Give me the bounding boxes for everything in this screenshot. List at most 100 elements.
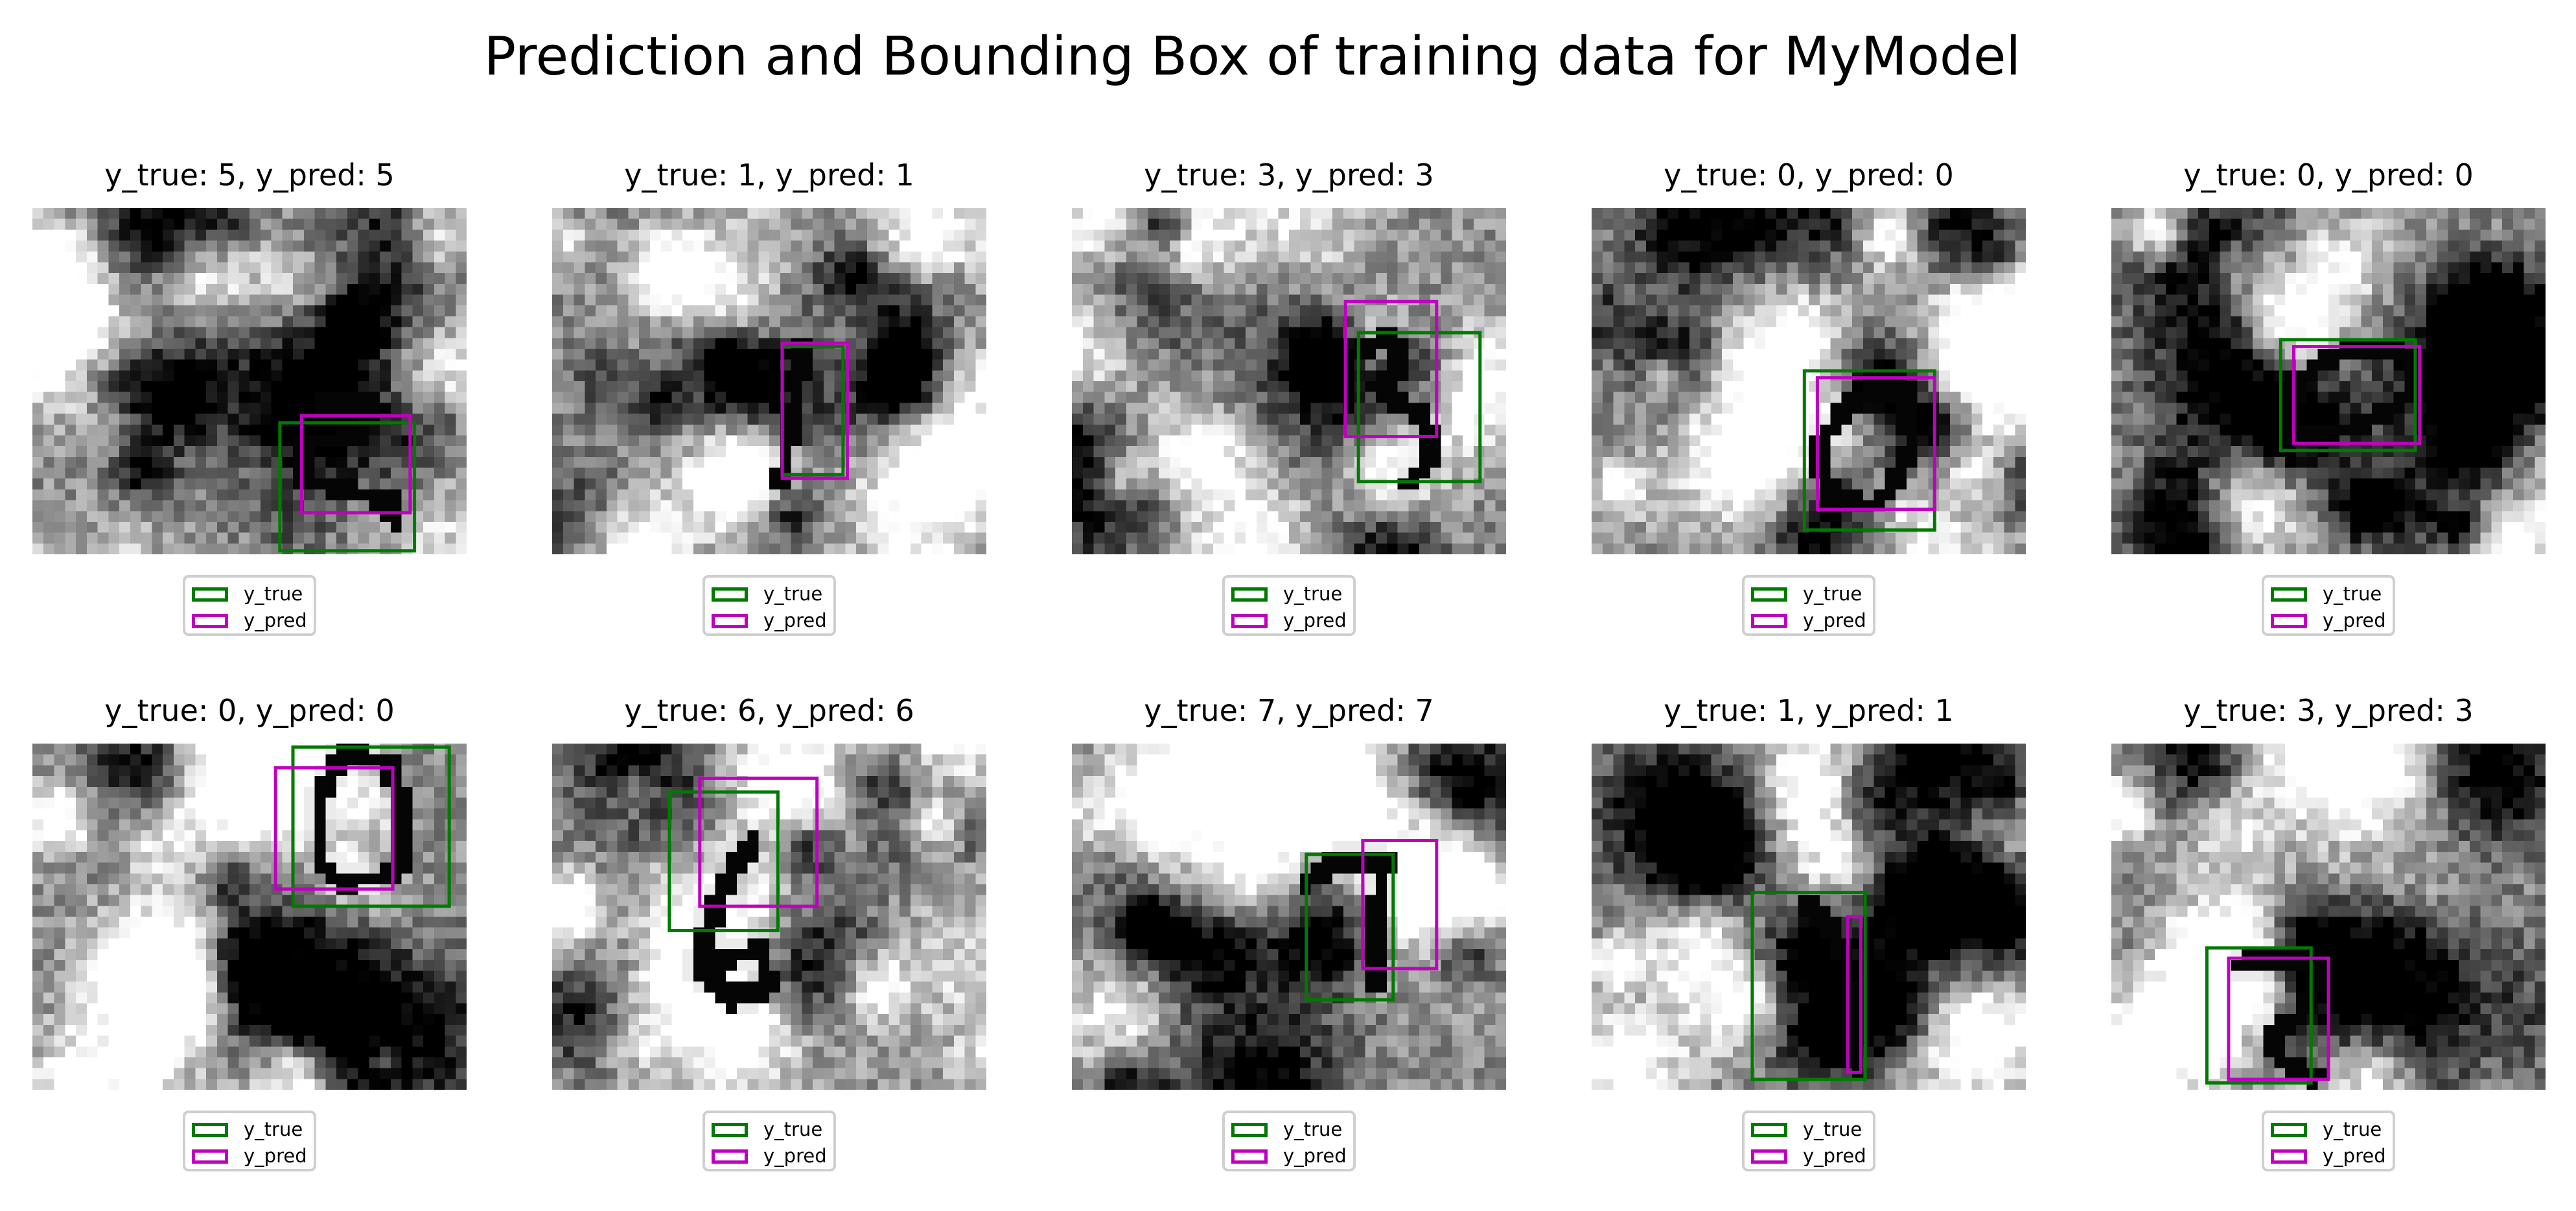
legend-item-y-true: y_true xyxy=(1751,582,1872,606)
panel-3: y_true: 3, y_pred: 3 y_true y_pred xyxy=(1072,156,1506,636)
legend-item-y-pred: y_pred xyxy=(192,609,312,632)
y-pred-bbox xyxy=(1846,915,1862,1074)
legend-label: y_true xyxy=(1803,1118,1862,1140)
legend: y_true y_pred xyxy=(183,575,316,636)
legend-item-y-true: y_true xyxy=(192,1118,312,1141)
legend-label: y_true xyxy=(244,1118,303,1140)
legend-label: y_pred xyxy=(1283,1145,1347,1167)
panel-title: y_true: 3, y_pred: 3 xyxy=(1144,158,1434,193)
y-pred-bbox xyxy=(1815,376,1936,511)
legend-item-y-true: y_true xyxy=(712,582,832,606)
noisy-digit-image xyxy=(1072,744,1506,1090)
panel-1: y_true: 5, y_pred: 5 y_true y_pred xyxy=(32,156,467,636)
noisy-digit-image xyxy=(552,208,986,554)
legend-item-y-pred: y_pred xyxy=(192,1144,312,1168)
figure-title: Prediction and Bounding Box of training … xyxy=(483,26,2021,88)
legend-swatch xyxy=(192,614,228,628)
legend-swatch xyxy=(1231,614,1268,628)
panel-title: y_true: 1, y_pred: 1 xyxy=(1664,693,1954,728)
noisy-digit-image xyxy=(32,744,467,1090)
y-pred-bbox xyxy=(299,414,412,515)
legend: y_true y_pred xyxy=(702,1111,836,1171)
legend-item-y-true: y_true xyxy=(1751,1118,1872,1141)
legend-label: y_true xyxy=(1283,583,1343,605)
legend: y_true y_pred xyxy=(1742,575,1875,636)
legend-item-y-true: y_true xyxy=(712,1118,832,1141)
legend-swatch xyxy=(192,587,228,602)
legend: y_true y_pred xyxy=(2262,575,2395,636)
image-canvas xyxy=(1592,208,2026,554)
panel-2: y_true: 1, y_pred: 1 y_true y_pred xyxy=(552,156,986,636)
legend-label: y_true xyxy=(763,583,823,605)
panel-title: y_true: 6, y_pred: 6 xyxy=(624,693,914,728)
y-pred-bbox xyxy=(698,776,819,908)
image-canvas xyxy=(552,744,986,1090)
legend: y_true y_pred xyxy=(1222,1111,1356,1171)
y-true-bbox xyxy=(1750,891,1867,1081)
legend-swatch xyxy=(1751,614,1787,628)
panel-title: y_true: 0, y_pred: 0 xyxy=(1664,158,1954,193)
y-pred-bbox xyxy=(1343,300,1439,438)
legend-swatch xyxy=(1751,1149,1787,1164)
legend-label: y_pred xyxy=(1803,1145,1866,1167)
image-canvas xyxy=(1072,744,1506,1090)
legend-swatch xyxy=(1231,1149,1268,1164)
panel-title: y_true: 0, y_pred: 0 xyxy=(104,693,395,728)
legend-label: y_pred xyxy=(1283,609,1347,631)
legend-item-y-pred: y_pred xyxy=(1231,1144,1352,1168)
noisy-digit-image xyxy=(1592,744,2026,1090)
legend: y_true y_pred xyxy=(183,1111,316,1171)
y-pred-bbox xyxy=(2227,956,2330,1081)
legend-swatch xyxy=(2271,1123,2307,1137)
y-true-bbox xyxy=(1305,852,1395,1002)
noisy-digit-image xyxy=(1592,208,2026,554)
legend-label: y_true xyxy=(1283,1118,1343,1140)
y-true-bbox xyxy=(1356,331,1482,484)
y-true-bbox xyxy=(2205,946,2313,1085)
legend-swatch xyxy=(1751,1123,1787,1137)
legend-label: y_true xyxy=(763,1118,823,1140)
legend-swatch xyxy=(2271,614,2307,628)
legend-item-y-true: y_true xyxy=(192,582,312,606)
legend-item-y-pred: y_pred xyxy=(712,1144,832,1168)
legend-label: y_true xyxy=(2323,1118,2382,1140)
legend-label: y_pred xyxy=(763,609,827,631)
legend: y_true y_pred xyxy=(1742,1111,1875,1171)
legend-swatch xyxy=(1231,587,1268,602)
panel-7: y_true: 6, y_pred: 6 y_true y_pred xyxy=(552,691,986,1171)
legend-swatch xyxy=(1231,1123,1268,1137)
legend-item-y-pred: y_pred xyxy=(1751,609,1872,632)
panel-10: y_true: 3, y_pred: 3 y_true y_pred xyxy=(2111,691,2546,1171)
y-pred-bbox xyxy=(273,766,395,891)
image-canvas xyxy=(32,208,467,554)
legend-item-y-pred: y_pred xyxy=(1231,609,1352,632)
noisy-digit-image xyxy=(1072,208,1506,554)
legend-swatch xyxy=(192,1149,228,1164)
panel-9: y_true: 1, y_pred: 1 y_true y_pred xyxy=(1592,691,2026,1171)
panel-title: y_true: 7, y_pred: 7 xyxy=(1144,693,1434,728)
image-canvas xyxy=(32,744,467,1090)
legend-swatch xyxy=(2271,1149,2307,1164)
legend-label: y_true xyxy=(2323,583,2382,605)
panel-4: y_true: 0, y_pred: 0 y_true y_pred xyxy=(1592,156,2026,636)
image-canvas xyxy=(1072,208,1506,554)
panel-6: y_true: 0, y_pred: 0 y_true y_pred xyxy=(32,691,467,1171)
noisy-digit-image xyxy=(2111,744,2546,1090)
image-canvas xyxy=(552,208,986,554)
y-true-bbox xyxy=(2279,338,2417,453)
legend-swatch xyxy=(1751,587,1787,602)
legend-item-y-true: y_true xyxy=(2271,582,2391,606)
legend: y_true y_pred xyxy=(702,575,836,636)
legend-label: y_true xyxy=(244,583,303,605)
legend-label: y_true xyxy=(1803,583,1862,605)
legend-item-y-pred: y_pred xyxy=(1751,1144,1872,1168)
legend: y_true y_pred xyxy=(1222,575,1356,636)
legend-item-y-pred: y_pred xyxy=(2271,1144,2391,1168)
y-pred-bbox xyxy=(780,341,850,480)
legend-item-y-true: y_true xyxy=(1231,1118,1352,1141)
y-true-bbox xyxy=(278,421,417,553)
panel-title: y_true: 5, y_pred: 5 xyxy=(104,158,395,193)
panel-title: y_true: 0, y_pred: 0 xyxy=(2183,158,2474,193)
y-true-bbox xyxy=(667,790,780,932)
noisy-digit-image xyxy=(552,744,986,1090)
